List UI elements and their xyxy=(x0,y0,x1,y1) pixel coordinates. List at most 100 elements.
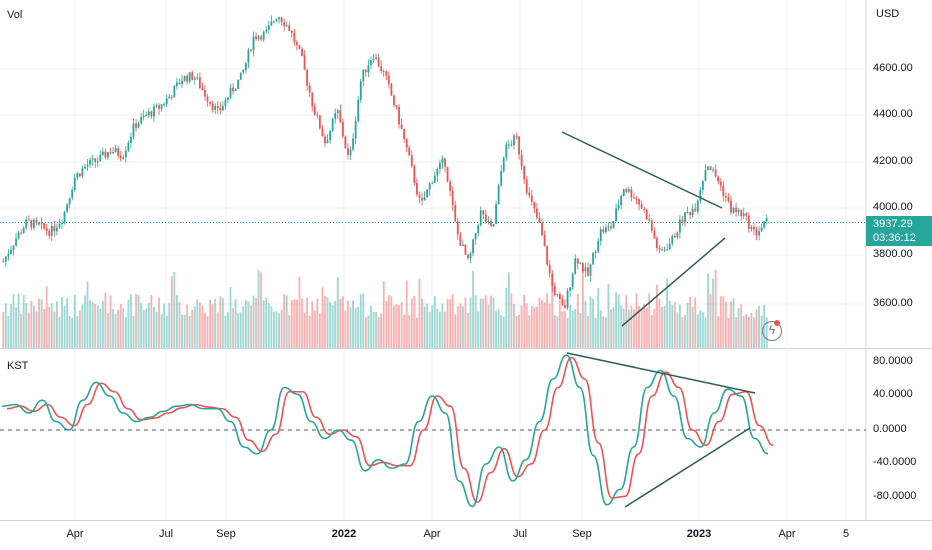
candle-body xyxy=(497,185,500,205)
volume-bar xyxy=(467,312,469,348)
candle-body xyxy=(528,192,531,196)
volume-bar xyxy=(510,293,513,348)
candle-body xyxy=(638,199,640,205)
time-tick-label: Apr xyxy=(66,528,84,540)
price-trendline-upper xyxy=(561,131,723,209)
volume-bar xyxy=(668,300,671,348)
volume-bar xyxy=(719,296,722,348)
candle-body xyxy=(523,166,526,180)
candle-body xyxy=(196,77,199,79)
candle-body xyxy=(135,123,137,128)
volume-bar xyxy=(61,296,63,348)
candle-body xyxy=(684,212,686,222)
volume-bar xyxy=(321,287,324,348)
candle-body xyxy=(643,208,646,210)
time-tick-label: 2023 xyxy=(686,528,712,540)
candle-body xyxy=(344,136,347,148)
candle-body xyxy=(732,207,735,213)
candle-body xyxy=(546,246,549,265)
main-pane-label: Vol xyxy=(7,9,23,21)
candle-body xyxy=(490,220,492,227)
volume-bar xyxy=(283,294,286,348)
candle-body xyxy=(574,258,577,274)
kst-tick-label: 0.0000 xyxy=(873,423,907,435)
candle-body xyxy=(301,48,303,56)
candle-body xyxy=(584,267,587,272)
volume-bar xyxy=(569,305,572,348)
volume-bar xyxy=(27,312,30,348)
volume-bar xyxy=(395,304,398,348)
candle-body xyxy=(648,219,651,221)
volume-bar xyxy=(571,310,574,348)
time-tick-label: Jul xyxy=(512,528,528,540)
volume-bar xyxy=(684,315,686,348)
candle-body xyxy=(650,220,653,231)
volume-bar xyxy=(329,301,332,348)
volume-bar xyxy=(604,317,607,348)
volume-bar xyxy=(326,297,329,348)
volume-bar xyxy=(490,295,492,348)
price-tick-label: 3800.00 xyxy=(873,248,913,260)
volume-bar xyxy=(553,315,556,348)
volume-bar xyxy=(38,298,40,348)
candle-body xyxy=(714,169,717,177)
volume-bar xyxy=(599,310,602,348)
volume-bar xyxy=(324,296,326,348)
volume-bar xyxy=(492,297,495,348)
volume-bar xyxy=(313,310,316,348)
candle-body xyxy=(398,106,400,125)
volume-bar xyxy=(127,299,130,348)
volume-bar xyxy=(367,315,370,348)
candle-body xyxy=(352,138,354,150)
volume-bar xyxy=(730,301,732,348)
candle-body xyxy=(186,75,189,82)
volume-bar xyxy=(257,269,260,348)
volume-bar xyxy=(546,293,549,348)
volume-bar xyxy=(262,300,265,348)
volume-bar xyxy=(405,280,408,348)
volume-bar xyxy=(712,278,715,348)
candle-body xyxy=(288,25,291,31)
candle-body xyxy=(543,235,546,247)
candle-body xyxy=(426,189,429,198)
volume-bar xyxy=(564,310,566,348)
bolt-icon[interactable]: ϟ xyxy=(762,321,782,341)
volume-bar xyxy=(758,305,760,348)
volume-bar xyxy=(10,303,12,348)
candle-body xyxy=(589,264,592,276)
candle-body xyxy=(571,273,574,288)
candle-body xyxy=(548,264,551,274)
candle-body xyxy=(362,69,365,82)
volume-bar xyxy=(438,311,441,348)
candle-body xyxy=(334,113,337,119)
volume-bar xyxy=(390,296,393,348)
volume-bar xyxy=(211,304,214,348)
volume-bar xyxy=(204,312,206,348)
volume-bar xyxy=(750,312,753,348)
volume-bar xyxy=(285,295,288,348)
candle-body xyxy=(510,144,513,146)
volume-bar xyxy=(740,304,743,348)
kst-trendline-lower xyxy=(624,427,751,508)
candle-body xyxy=(625,189,628,192)
volume-bar xyxy=(17,293,20,348)
volume-bar xyxy=(671,304,674,348)
time-tick-label: Apr xyxy=(778,528,796,540)
candle-body xyxy=(405,138,408,148)
candle-body xyxy=(737,210,740,212)
volume-bar xyxy=(94,304,97,348)
candle-body xyxy=(587,267,589,276)
volume-bar xyxy=(551,274,554,348)
volume-bar xyxy=(176,295,178,348)
candle-body xyxy=(461,244,464,246)
candle-body xyxy=(303,55,306,70)
candle-body xyxy=(234,88,237,92)
candle-body xyxy=(244,62,247,70)
candle-body xyxy=(22,228,25,234)
volume-bar xyxy=(221,298,224,348)
volume-bar xyxy=(518,314,520,348)
volume-bar xyxy=(377,317,380,348)
volume-bar xyxy=(252,295,255,348)
